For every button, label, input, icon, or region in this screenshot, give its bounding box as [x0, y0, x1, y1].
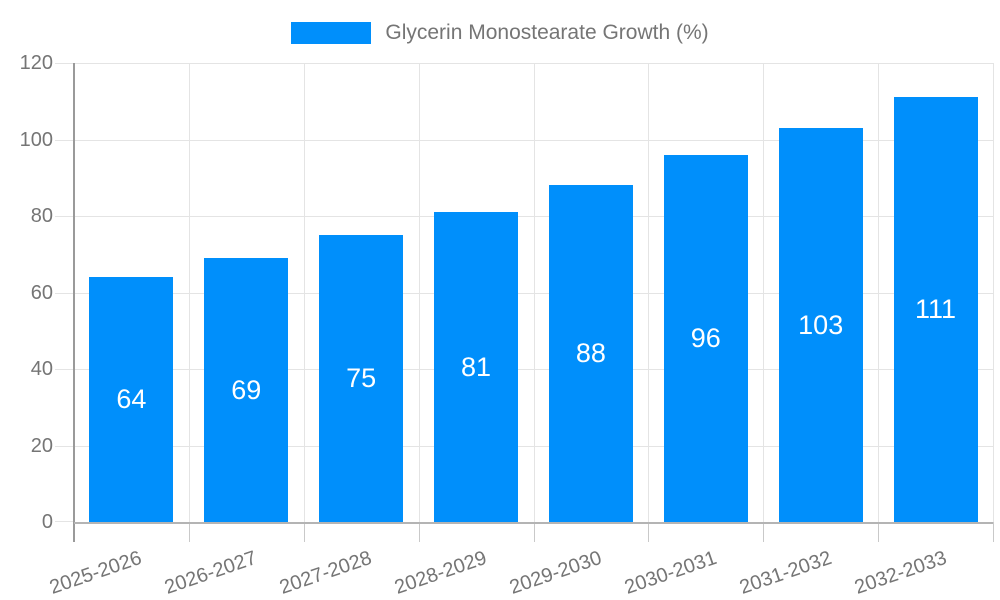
bar-value-label: 96: [690, 322, 721, 353]
bar: 81: [434, 212, 519, 522]
y-tick-label: 120: [19, 52, 53, 74]
y-tick-label: 40: [30, 358, 53, 380]
bar: 103: [778, 128, 863, 522]
x-axis-tick: [993, 522, 994, 542]
gridline-vertical: [533, 63, 535, 522]
bar: 111: [893, 97, 978, 522]
plot-area: 0 20 40 60 80 100 120 64 69 75 81 88 96 103 111 2025-20…: [20, 52, 994, 599]
bar-value-label: 64: [116, 384, 147, 415]
x-axis-tick: [763, 522, 765, 542]
gridline-vertical: [303, 63, 305, 522]
gridline-vertical: [648, 63, 650, 522]
chart-legend: Glycerin Monostearate Growth (%): [0, 21, 1000, 44]
x-axis-tick: [418, 522, 420, 542]
bar-value-label: 81: [461, 351, 492, 382]
gridline-horizontal: [55, 445, 993, 447]
legend-label: Glycerin Monostearate Growth (%): [385, 21, 709, 44]
x-axis-tick: [648, 522, 650, 542]
gridline-vertical: [993, 63, 994, 522]
gridline-horizontal: [55, 63, 993, 64]
bar-value-label: 103: [798, 309, 844, 340]
x-axis-tick: [188, 522, 190, 542]
gridline-horizontal: [55, 216, 993, 217]
y-tick-label: 100: [19, 128, 53, 151]
bar: 96: [663, 154, 748, 522]
gridline-vertical: [418, 63, 420, 522]
bar: 69: [204, 258, 289, 522]
gridline-horizontal: [55, 369, 993, 370]
gridline-vertical: [878, 63, 880, 522]
y-axis-tick: [55, 521, 74, 522]
y-tick-label: 60: [30, 281, 53, 304]
bar: 64: [89, 277, 174, 522]
gridline-horizontal: [55, 292, 993, 294]
x-axis-tick: [878, 522, 880, 542]
gridline-vertical: [188, 63, 190, 522]
bar: 75: [319, 235, 404, 522]
x-axis-baseline: [74, 522, 993, 524]
bar-value-label: 111: [915, 294, 957, 325]
x-axis-tick: [533, 522, 535, 542]
gridline-vertical: [763, 63, 765, 522]
x-axis-tick: [303, 522, 305, 542]
bar-value-label: 69: [231, 374, 262, 405]
gridline-horizontal: [55, 139, 993, 141]
legend-swatch: [291, 22, 372, 44]
y-tick-label: 80: [30, 205, 53, 227]
y-tick-label: 20: [30, 434, 53, 457]
y-tick-label: 0: [41, 511, 53, 533]
bar: 88: [548, 185, 633, 522]
bar-value-label: 88: [575, 338, 606, 369]
y-axis-line: [73, 63, 75, 542]
bar-value-label: 75: [346, 363, 377, 394]
